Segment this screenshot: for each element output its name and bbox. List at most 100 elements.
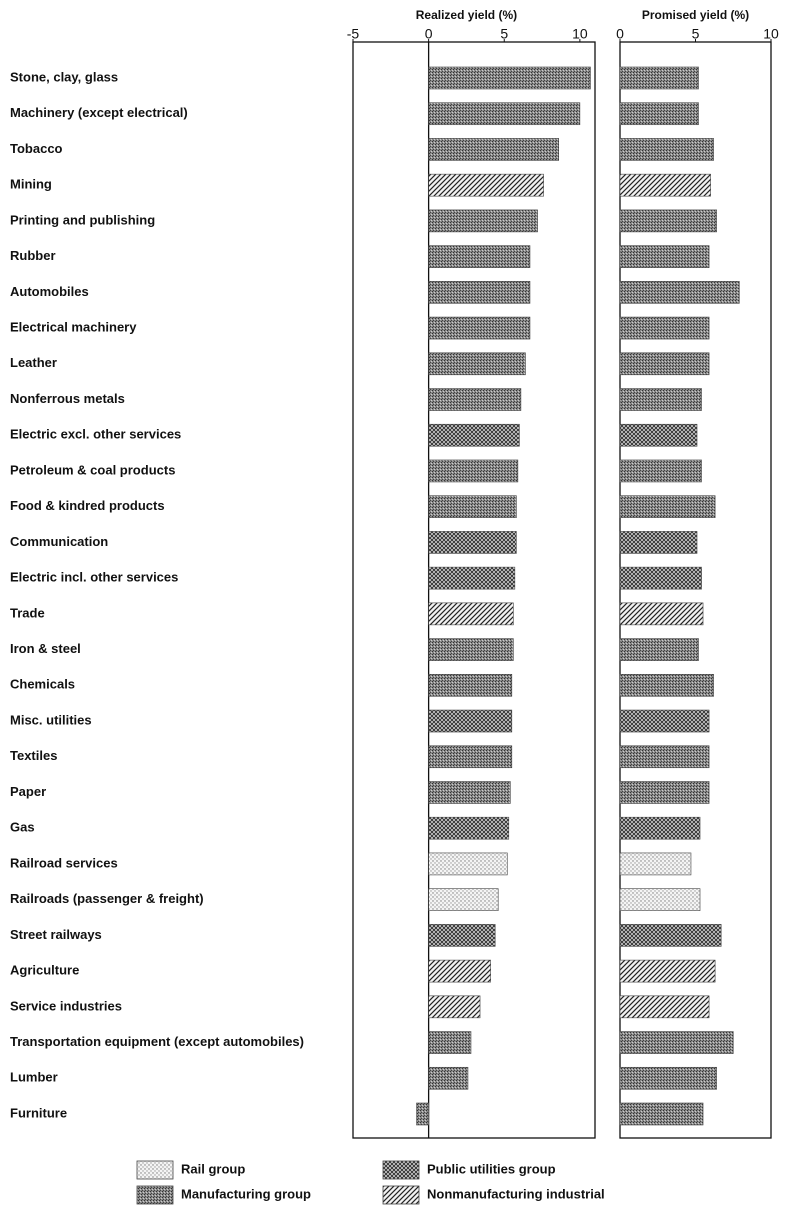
panel-frame [352, 41, 596, 1139]
bar [428, 388, 522, 411]
category-label: Agriculture [10, 963, 79, 978]
bar [619, 352, 710, 376]
legend-label: Nonmanufacturing industrial [427, 1186, 605, 1201]
bar [428, 316, 531, 340]
category-label: Petroleum & coal products [10, 462, 175, 477]
bar [428, 245, 531, 268]
bar [619, 816, 701, 840]
bar [428, 674, 513, 697]
bar [428, 888, 499, 911]
category-label: Service industries [10, 998, 122, 1013]
bar [619, 638, 699, 661]
category-label: Electric incl. other services [10, 570, 178, 585]
legend-swatch [136, 1160, 174, 1180]
bar [428, 995, 481, 1019]
bar [619, 602, 704, 626]
bar [619, 959, 716, 983]
bar [428, 745, 513, 769]
category-label: Transportation equipment (except automob… [10, 1034, 304, 1049]
bar [619, 102, 699, 126]
category-label: Street railways [10, 927, 102, 942]
category-label: Rubber [10, 248, 56, 263]
bar [619, 459, 702, 483]
category-label: Lumber [10, 1070, 58, 1085]
bar [428, 281, 531, 304]
bar [428, 173, 544, 197]
panel-title: Promised yield (%) [642, 8, 749, 22]
bar [619, 281, 740, 304]
bar [619, 66, 699, 90]
category-label: Iron & steel [10, 641, 81, 656]
bar [428, 209, 538, 233]
category-label: Chemicals [10, 677, 75, 692]
category-label: Electrical machinery [10, 320, 137, 335]
bar [428, 852, 508, 876]
category-label: Textiles [10, 748, 57, 763]
category-label: Trade [10, 605, 45, 620]
x-tick-label: -5 [347, 26, 360, 42]
bar [619, 745, 710, 769]
bar [619, 1031, 734, 1054]
bar [619, 531, 698, 554]
bar [619, 209, 717, 233]
category-label: Stone, clay, glass [10, 69, 118, 84]
bar [619, 709, 710, 733]
bar [428, 459, 519, 483]
x-tick-label: 0 [425, 26, 433, 42]
bar [619, 173, 711, 197]
bar [428, 816, 510, 840]
bar [619, 245, 710, 268]
bar [619, 995, 710, 1019]
bar [428, 1031, 472, 1054]
category-label: Electric excl. other services [10, 427, 181, 442]
bar [428, 959, 491, 983]
bar [619, 852, 692, 876]
bar [428, 495, 517, 518]
category-label: Printing and publishing [10, 212, 155, 227]
bar [619, 316, 710, 340]
category-label: Railroad services [10, 855, 118, 870]
category-label: Mining [10, 177, 52, 192]
x-tick-label: 5 [692, 26, 700, 42]
bar [428, 924, 496, 947]
bar [619, 423, 698, 447]
legend-label: Public utilities group [427, 1161, 556, 1176]
category-label: Leather [10, 355, 57, 370]
bar [428, 352, 526, 376]
category-label: Machinery (except electrical) [10, 105, 188, 120]
bar [619, 388, 702, 411]
bar [428, 531, 517, 554]
x-tick-label: 10 [572, 26, 588, 42]
category-label: Food & kindred products [10, 498, 165, 513]
category-label: Nonferrous metals [10, 391, 125, 406]
bar [428, 102, 581, 126]
panel-title: Realized yield (%) [416, 8, 517, 22]
bar [619, 495, 716, 518]
bar [619, 1066, 717, 1090]
x-tick-label: 5 [500, 26, 508, 42]
bar [428, 781, 511, 804]
bar [428, 423, 520, 447]
bar [428, 638, 514, 661]
legend-swatch [382, 1160, 420, 1180]
category-label: Furniture [10, 1105, 67, 1120]
bar [428, 709, 513, 733]
bar [428, 138, 559, 161]
bar [619, 566, 702, 590]
legend-label: Manufacturing group [181, 1186, 311, 1201]
bar [428, 1066, 469, 1090]
bar [428, 66, 591, 90]
category-label: Communication [10, 534, 108, 549]
bar [619, 674, 714, 697]
bar [619, 1102, 704, 1126]
bar [619, 888, 701, 911]
category-label: Automobiles [10, 284, 89, 299]
bar [619, 781, 710, 804]
bar [619, 924, 722, 947]
bar [428, 566, 516, 590]
legend-swatch [136, 1185, 174, 1205]
category-label: Misc. utilities [10, 712, 92, 727]
category-label: Railroads (passenger & freight) [10, 891, 204, 906]
category-label: Paper [10, 784, 46, 799]
